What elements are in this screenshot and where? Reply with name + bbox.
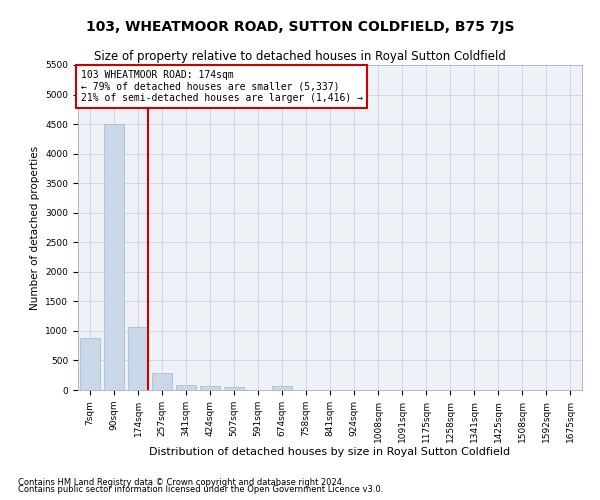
Text: Size of property relative to detached houses in Royal Sutton Coldfield: Size of property relative to detached ho… <box>94 50 506 63</box>
Bar <box>272 386 292 390</box>
Text: 103 WHEATMOOR ROAD: 174sqm
← 79% of detached houses are smaller (5,337)
21% of s: 103 WHEATMOOR ROAD: 174sqm ← 79% of deta… <box>80 70 362 103</box>
Bar <box>224 387 244 390</box>
Bar <box>128 328 148 390</box>
X-axis label: Distribution of detached houses by size in Royal Sutton Coldfield: Distribution of detached houses by size … <box>149 448 511 458</box>
Bar <box>80 338 100 390</box>
Text: Contains public sector information licensed under the Open Government Licence v3: Contains public sector information licen… <box>18 486 383 494</box>
Text: 103, WHEATMOOR ROAD, SUTTON COLDFIELD, B75 7JS: 103, WHEATMOOR ROAD, SUTTON COLDFIELD, B… <box>86 20 514 34</box>
Bar <box>152 374 172 390</box>
Text: Contains HM Land Registry data © Crown copyright and database right 2024.: Contains HM Land Registry data © Crown c… <box>18 478 344 487</box>
Y-axis label: Number of detached properties: Number of detached properties <box>30 146 40 310</box>
Bar <box>176 384 196 390</box>
Bar <box>200 386 220 390</box>
Bar <box>104 124 124 390</box>
